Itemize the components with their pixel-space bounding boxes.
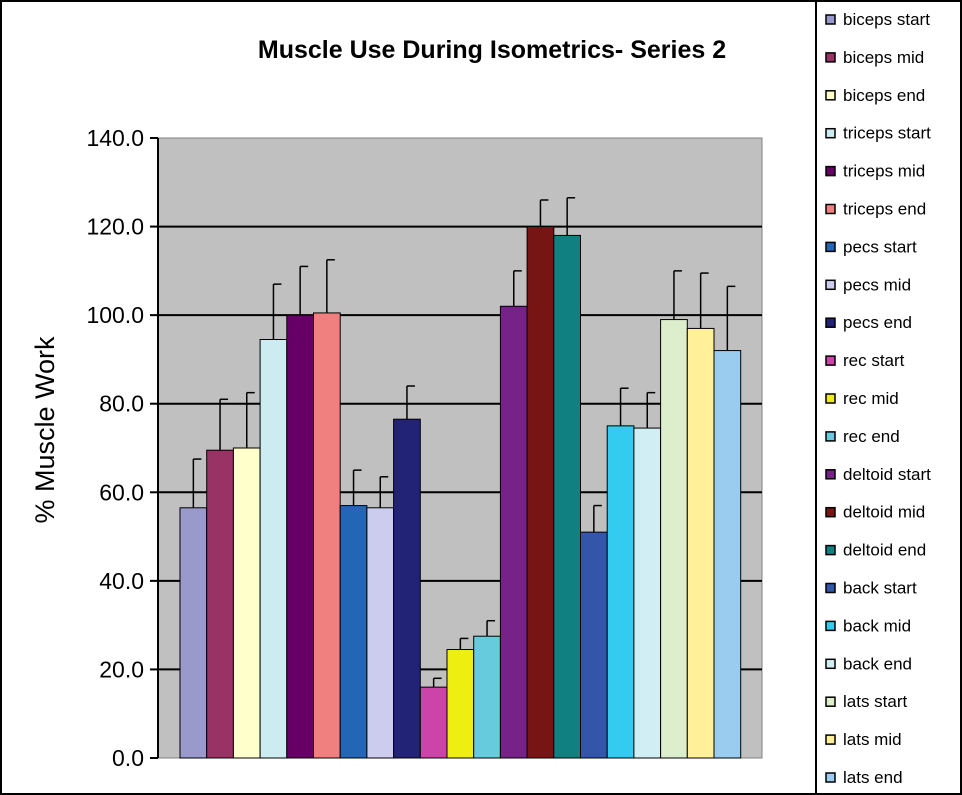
bar — [660, 319, 688, 759]
legend-swatch — [825, 241, 836, 253]
legend-swatch — [825, 393, 836, 404]
bar — [419, 686, 448, 759]
legend-label: rec mid — [843, 389, 899, 408]
legend-swatch — [825, 734, 836, 745]
legend-label: biceps end — [843, 86, 925, 105]
bar — [473, 635, 501, 759]
legend-label: biceps mid — [843, 48, 924, 67]
legend-swatch — [825, 582, 836, 594]
legend-label: pecs start — [843, 237, 917, 256]
legend-swatch — [825, 506, 836, 518]
y-axis-label: % Muscle Work — [30, 336, 60, 524]
legend-label: biceps start — [843, 10, 930, 29]
bar — [366, 507, 395, 759]
bar — [286, 314, 314, 759]
legend-swatch — [825, 14, 836, 25]
legend-label: pecs mid — [843, 275, 911, 294]
bar — [339, 505, 368, 759]
legend-label: back start — [843, 579, 917, 598]
legend: biceps start biceps mid biceps end triceps … — [825, 10, 931, 787]
legend-label: back end — [843, 654, 912, 673]
legend-label: rec end — [843, 427, 900, 446]
y-tick-label: 120.0 — [86, 214, 144, 240]
legend-swatch — [825, 544, 836, 556]
chart-title: Muscle Use During Isometrics- Series 2 — [258, 36, 726, 64]
legend-swatch — [825, 772, 836, 783]
bar — [259, 339, 288, 759]
legend-label: triceps start — [843, 124, 931, 143]
bar — [313, 312, 341, 759]
legend-swatch — [825, 431, 836, 442]
legend-box — [815, 0, 962, 795]
legend-swatch — [825, 203, 836, 215]
y-tick-label: 20.0 — [99, 656, 144, 682]
bar — [686, 327, 715, 759]
legend-label: triceps mid — [843, 162, 925, 181]
legend-label: lats mid — [843, 730, 902, 749]
legend-swatch — [825, 696, 836, 707]
bar — [633, 427, 662, 759]
legend-swatch — [825, 658, 836, 670]
y-tick-label: 80.0 — [99, 391, 144, 417]
legend-label: rec start — [843, 351, 905, 370]
legend-swatch — [825, 469, 836, 480]
legend-swatch — [825, 355, 836, 366]
bar — [206, 449, 234, 759]
y-axis: 0.0 20.0 40.0 60.0 80.0 100.0 120.0 140.0 — [86, 125, 159, 771]
bar — [713, 350, 742, 759]
legend-label: deltoid start — [843, 465, 931, 484]
bar — [179, 507, 208, 759]
legend-label: deltoid mid — [843, 503, 925, 522]
legend-swatch — [825, 127, 836, 139]
legend-swatch — [825, 90, 836, 101]
bar — [553, 234, 581, 759]
legend-swatch — [825, 165, 836, 177]
bar — [232, 447, 261, 759]
legend-swatch — [825, 317, 836, 328]
legend-label: back mid — [843, 616, 911, 635]
legend-label: deltoid end — [843, 541, 926, 560]
bar — [499, 305, 528, 759]
bar — [393, 418, 421, 759]
legend-label: pecs end — [843, 313, 912, 332]
legend-label: lats start — [843, 692, 908, 711]
legend-swatch — [825, 620, 836, 632]
bar — [580, 531, 608, 759]
bar — [526, 226, 555, 759]
y-tick-label: 60.0 — [99, 479, 144, 505]
legend-swatch — [825, 279, 836, 291]
y-tick-label: 100.0 — [86, 302, 144, 328]
y-tick-label: 0.0 — [112, 745, 144, 771]
error-bars — [192, 197, 736, 688]
y-tick-label: 40.0 — [99, 568, 144, 594]
bar — [446, 649, 475, 759]
y-tick-label: 140.0 — [86, 125, 144, 151]
legend-swatch — [825, 52, 836, 63]
legend-label: lats end — [843, 768, 903, 787]
bar — [606, 425, 635, 759]
legend-label: triceps end — [843, 200, 926, 219]
